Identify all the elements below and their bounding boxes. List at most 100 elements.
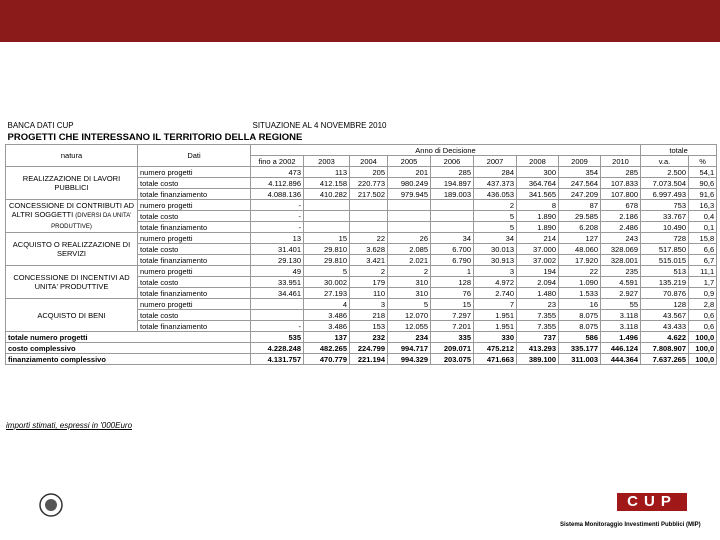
dati: totale finanziamento: [137, 320, 251, 332]
value: 76: [430, 287, 474, 299]
year-header: 2005: [387, 155, 431, 167]
value: [250, 298, 304, 310]
value: -: [250, 199, 304, 211]
col-header: natura: [5, 144, 138, 167]
value: [250, 309, 304, 321]
dati: totale costo: [137, 177, 251, 189]
year-header: 2004: [349, 155, 388, 167]
table-row: totale costo 3.486 218 12.070 7.297 1.951 7.35…: [6, 309, 718, 321]
year-header: fino a 2002: [250, 155, 304, 167]
value: 70.876: [640, 287, 689, 299]
value: 753: [640, 199, 689, 211]
value: 0,6: [687, 320, 718, 332]
total-value: 471.663: [473, 353, 517, 365]
value: 7.355: [516, 320, 559, 332]
table-row: natura Dati Anno di Decisione totale: [5, 144, 718, 167]
value: 153: [349, 320, 388, 332]
total-label: totale numero progetti: [5, 331, 251, 343]
value: 30.913: [473, 254, 517, 266]
value: 8: [516, 199, 559, 211]
value: 29.810: [303, 243, 350, 255]
total-label: costo complessivo: [5, 342, 251, 354]
value: 43.567: [640, 309, 689, 321]
value: [349, 199, 388, 211]
value: 4.112.896: [250, 177, 304, 189]
value: 300: [516, 166, 559, 178]
value: 3: [473, 265, 517, 277]
value: 310: [387, 287, 431, 299]
value: 3.118: [600, 320, 641, 332]
year-header: %: [687, 155, 718, 167]
natura: REALIZZAZIONE DI LAVORI PUBBLICI: [5, 166, 138, 200]
value: 217.502: [349, 188, 388, 200]
value: 2,8: [687, 298, 718, 310]
total-value: 100,0: [687, 342, 718, 354]
value: [387, 210, 431, 222]
value: 2.021: [387, 254, 431, 266]
table-row: BANCA DATI CUP SITUAZIONE AL 4 NOVEMBRE 2…: [6, 120, 717, 130]
value: 33.767: [640, 210, 689, 222]
total-value: 221.194: [349, 353, 388, 365]
value: 2.486: [600, 221, 641, 233]
value: 2: [473, 199, 517, 211]
value: 1.480: [516, 287, 559, 299]
value: 3.421: [349, 254, 388, 266]
col-header: totale: [639, 144, 718, 156]
total-value: 4.228.248: [250, 342, 304, 354]
natura: ACQUISTO O REALIZZAZIONE DI SERVIZI: [5, 232, 138, 266]
year-header: 2008: [516, 155, 559, 167]
table-row: totale costo 4.112.896 412.158 220.773 980.2…: [6, 177, 718, 189]
value: 12.055: [387, 320, 431, 332]
table-row: CONCESSIONE DI CONTRIBUTI AD ALTRI SOGGE…: [5, 199, 718, 233]
value: 128: [430, 276, 474, 288]
value: 6.997.493: [640, 188, 689, 200]
value: 201: [387, 166, 431, 178]
value: 220.773: [349, 177, 388, 189]
value: 135.219: [640, 276, 689, 288]
total-value: 224.799: [349, 342, 388, 354]
value: 1: [430, 265, 474, 277]
value: 29.130: [250, 254, 304, 266]
value: [430, 199, 474, 211]
total-value: 335: [430, 331, 474, 343]
value: 2: [349, 265, 388, 277]
total-value: 446.124: [600, 342, 641, 354]
table-row: REALIZZAZIONE DI LAVORI PUBBLICI numero p…: [5, 166, 718, 200]
dati: totale costo: [137, 276, 251, 288]
dati: totale costo: [137, 309, 251, 321]
value: 1,7: [687, 276, 718, 288]
value: 341.565: [516, 188, 559, 200]
value: 6.790: [430, 254, 474, 266]
natura: CONCESSIONE DI CONTRIBUTI AD ALTRI SOGGE…: [5, 199, 138, 233]
value: 473: [250, 166, 304, 178]
cup-logo: CUP: [617, 493, 687, 511]
bank-label: BANCA DATI CUP: [7, 120, 74, 130]
total-value: 994.329: [387, 353, 431, 365]
value: 205: [349, 166, 388, 178]
value: 37.000: [516, 243, 559, 255]
value: 34: [473, 232, 517, 244]
value: 412.158: [303, 177, 350, 189]
total-value: 335.177: [558, 342, 601, 354]
value: 23: [516, 298, 559, 310]
value: [430, 221, 474, 233]
total-value: 137: [303, 331, 350, 343]
total-value: 100,0: [687, 353, 718, 365]
value: 437.373: [473, 177, 517, 189]
year-header: 2006: [430, 155, 474, 167]
value: 113: [303, 166, 350, 178]
value: 91,6: [687, 188, 718, 200]
total-value: 203.075: [430, 353, 474, 365]
total-value: 470.779: [303, 353, 350, 365]
value: 107.800: [600, 188, 641, 200]
total-value: 209.071: [430, 342, 474, 354]
data-table: BANCA DATI CUP SITUAZIONE AL 4 NOVEMBRE 2…: [5, 120, 718, 365]
value: 2.927: [600, 287, 641, 299]
total-value: 994.717: [387, 342, 431, 354]
total-value: 311.003: [558, 353, 601, 365]
value: 328.069: [600, 243, 641, 255]
dati: totale costo: [137, 210, 251, 222]
value: 87: [558, 199, 601, 211]
value: 285: [600, 166, 641, 178]
value: -: [250, 320, 304, 332]
